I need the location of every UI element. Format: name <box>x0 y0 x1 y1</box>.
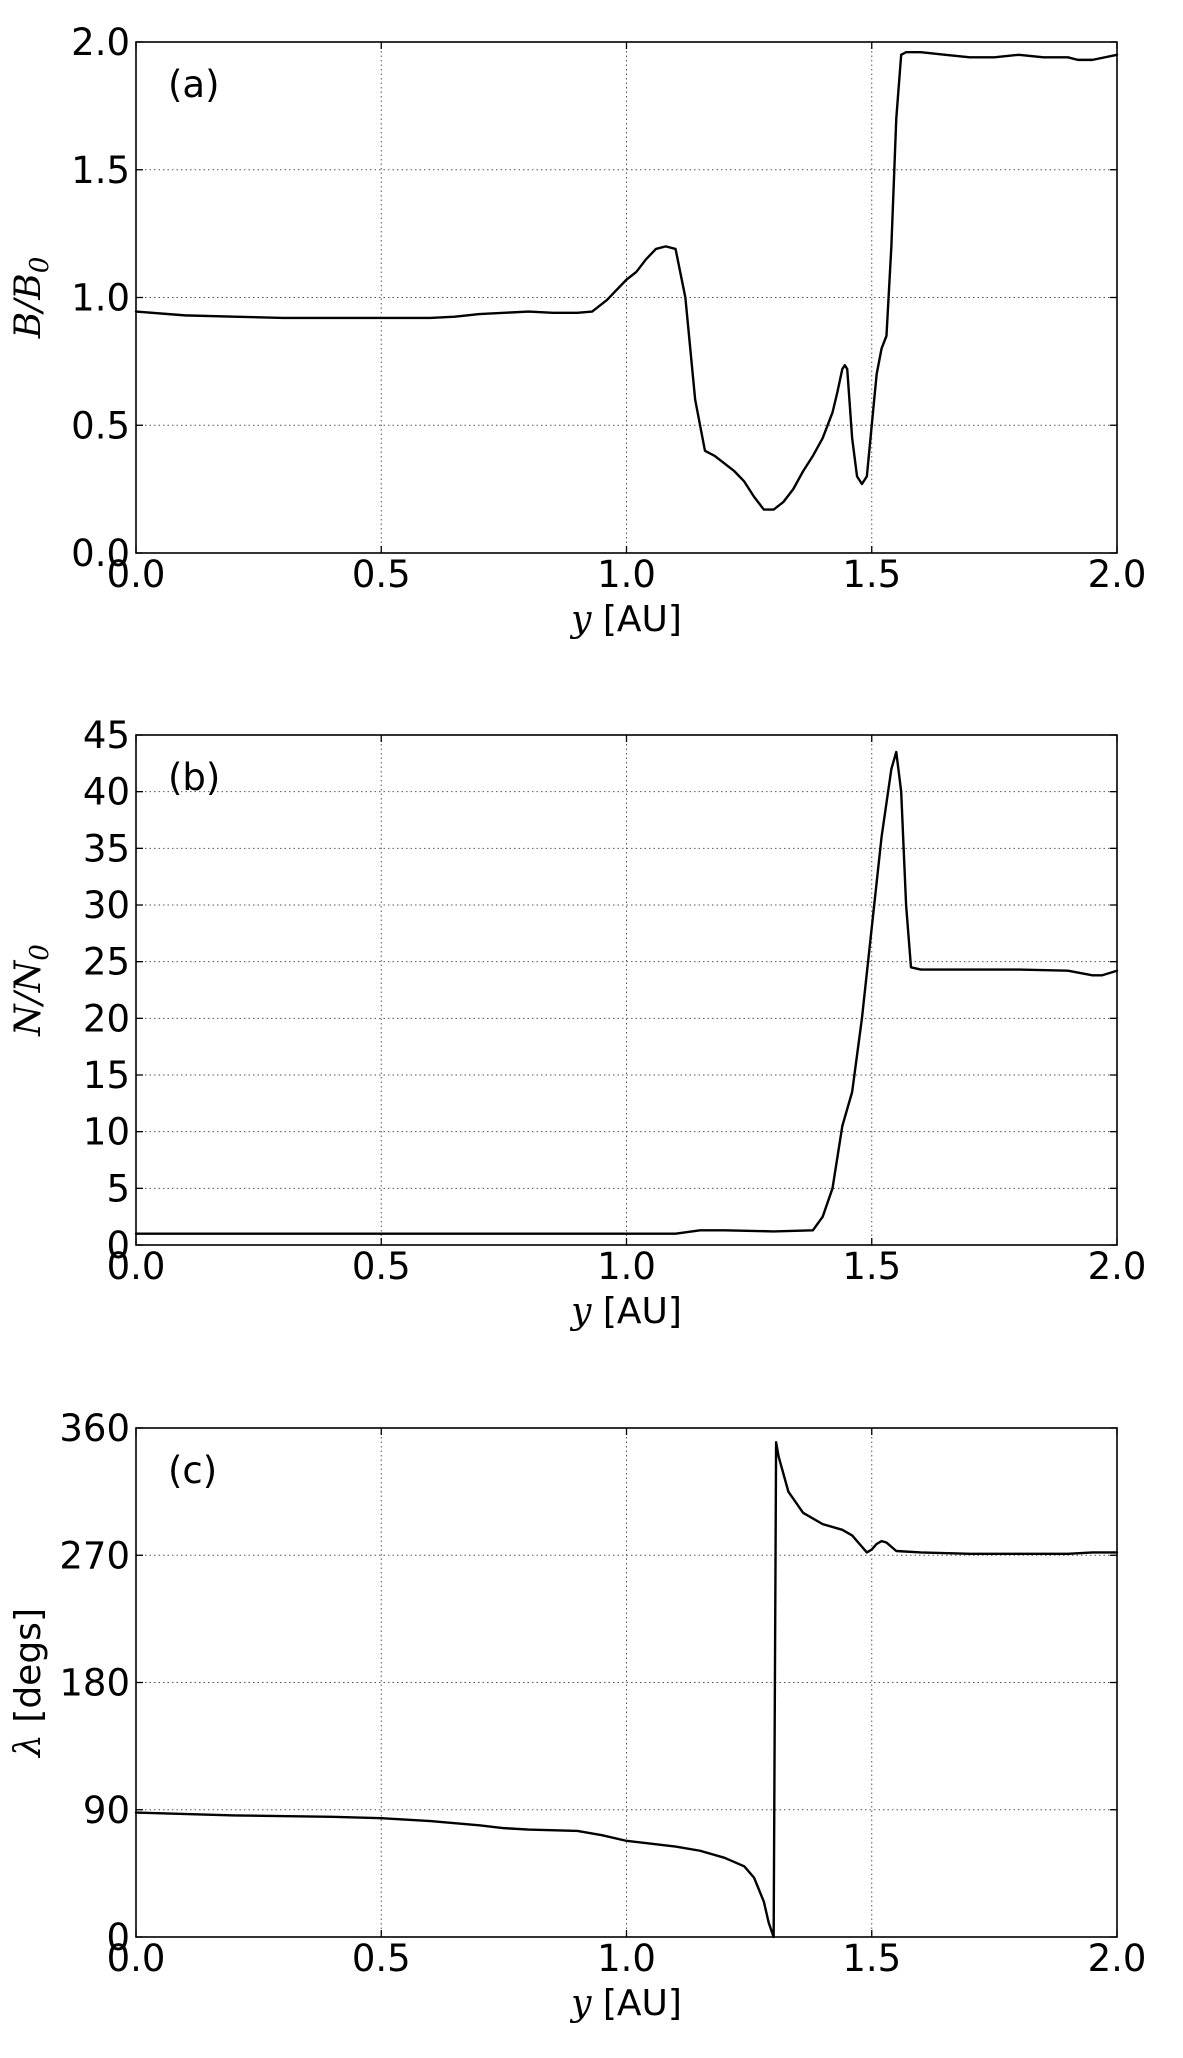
y-tick-label: 1.5 <box>71 149 130 192</box>
x-tick-label: 2.0 <box>1088 1937 1147 1980</box>
panel-label: (b) <box>168 756 220 799</box>
y-axis-unit: [degs] <box>8 1608 49 1734</box>
y-tick-label: 360 <box>59 1407 130 1450</box>
y-tick-label: 90 <box>83 1789 130 1832</box>
plot-frame <box>135 734 1118 1246</box>
panel-c-chart: 0.0 0.5 1.0 1.5 2.0 0 90 180 270 360 (c) y [AU] λ [d… <box>8 1407 1146 2024</box>
x-tick-label: 0.5 <box>352 553 411 596</box>
y-axis-subscript: 0 <box>25 257 55 274</box>
y-axis-symbol: λ <box>8 1734 49 1759</box>
x-tick-label: 0.0 <box>107 1245 166 1288</box>
y-tick-label: 5 <box>106 1167 130 1210</box>
y-tick-label: 40 <box>83 771 130 814</box>
plot-frame <box>135 1427 1118 1938</box>
x-axis-unit: [AU] <box>591 599 682 640</box>
x-axis-symbol: y <box>569 1291 592 1332</box>
x-axis-unit: [AU] <box>591 1291 682 1332</box>
y-tick-label: 25 <box>83 941 130 984</box>
y-axis-label: N/N0 <box>8 944 55 1037</box>
panel-a-series-line <box>134 51 1119 511</box>
x-tick-label: 0.0 <box>107 553 166 596</box>
y-tick-label: 0.5 <box>71 404 130 447</box>
x-axis-symbol: y <box>569 599 592 640</box>
panel-b-chart: 0.0 0.5 1.0 1.5 2.0 0 5 10 15 20 25 30 35 40 45 (b) y [A… <box>8 714 1146 1332</box>
x-axis-label: y [AU] <box>569 599 682 640</box>
x-axis-label: y [AU] <box>569 1291 682 1332</box>
y-axis-symbol: B/B <box>8 273 49 339</box>
x-tick-label: 1.0 <box>597 1937 656 1980</box>
panel-label: (a) <box>168 63 220 106</box>
x-axis-symbol: y <box>569 1983 592 2024</box>
y-tick-label: 10 <box>83 1111 130 1154</box>
x-tick-label: 1.0 <box>597 1245 656 1288</box>
y-tick-label: 0.0 <box>71 532 130 575</box>
x-axis-unit: [AU] <box>591 1983 682 2024</box>
panel-a-chart: 0.0 0.5 1.0 1.5 2.0 0.0 0.5 1.0 1.5 2.0 (a) y [AU] B… <box>8 21 1146 640</box>
y-tick-label: 270 <box>59 1534 130 1577</box>
y-tick-label: 180 <box>59 1662 130 1705</box>
plot-frame <box>135 41 1118 554</box>
y-tick-label: 2.0 <box>71 21 130 64</box>
y-axis-symbol: N/N <box>8 959 49 1037</box>
y-tick-label: 0 <box>106 1224 130 1267</box>
y-tick-label: 20 <box>83 997 130 1040</box>
x-tick-label: 1.0 <box>597 553 656 596</box>
y-tick-label: 30 <box>83 884 130 927</box>
y-tick-label: 45 <box>83 714 130 757</box>
x-tick-label: 0.5 <box>352 1937 411 1980</box>
y-tick-label: 35 <box>83 827 130 870</box>
y-tick-label: 15 <box>83 1054 130 1097</box>
y-axis-label: B/B0 <box>8 257 55 340</box>
y-tick-label: 1.0 <box>71 277 130 320</box>
panel-label: (c) <box>168 1449 217 1492</box>
x-tick-label: 1.5 <box>842 1245 901 1288</box>
x-axis-label: y [AU] <box>569 1983 682 2024</box>
x-tick-label: 1.5 <box>842 553 901 596</box>
panel-c-series-line <box>134 1440 1119 1939</box>
y-axis-subscript: 0 <box>25 944 55 961</box>
x-tick-label: 1.5 <box>842 1937 901 1980</box>
panel-b-series-line <box>134 750 1119 1235</box>
x-tick-label: 0.5 <box>352 1245 411 1288</box>
y-axis-label: λ [degs] <box>8 1608 49 1759</box>
x-tick-label: 2.0 <box>1088 1245 1147 1288</box>
y-tick-label: 0 <box>106 1916 130 1959</box>
x-tick-label: 0.0 <box>107 1937 166 1980</box>
x-tick-label: 2.0 <box>1088 553 1147 596</box>
